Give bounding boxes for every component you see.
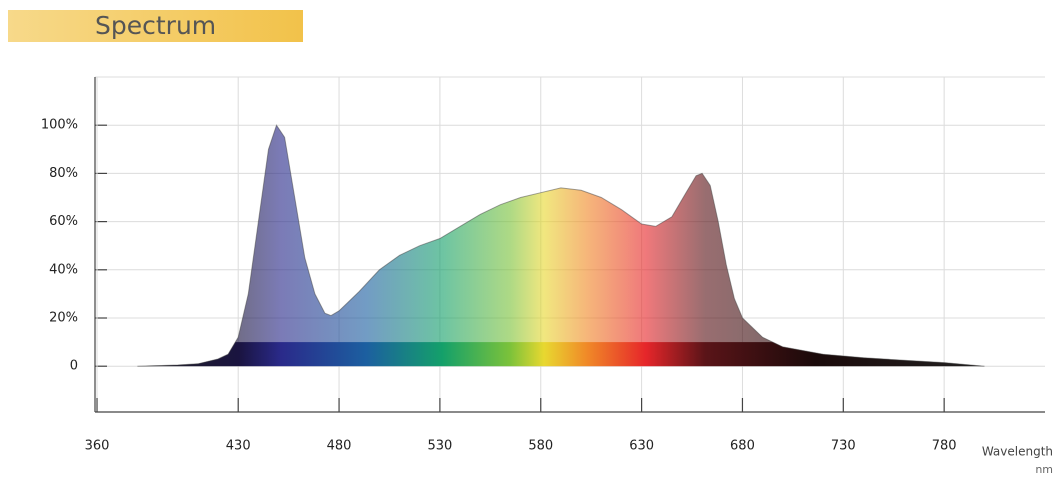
x-tick-label: 430	[226, 439, 251, 454]
y-tick-label: 80%	[49, 166, 78, 181]
x-axis-unit: nm	[1035, 463, 1053, 476]
y-tick-label: 40%	[49, 262, 78, 277]
y-tick-label: 60%	[49, 214, 78, 229]
x-tick-label: 360	[85, 439, 110, 454]
y-tick-label: 20%	[49, 311, 78, 326]
x-tick-label: 630	[629, 439, 654, 454]
chart: Spectrum Wavelength nm 0 20% 40% 60% 80% 100%…	[0, 0, 1058, 483]
x-tick-label: 680	[730, 439, 755, 454]
y-tick-label: 0	[70, 359, 78, 374]
x-tick-label: 530	[427, 439, 452, 454]
x-tick-label: 730	[831, 439, 856, 454]
spectrum-area	[137, 125, 984, 366]
y-tick-label: 100%	[41, 118, 78, 133]
x-tick-label: 780	[932, 439, 957, 454]
x-tick-label: 480	[327, 439, 352, 454]
chart-title: Spectrum	[95, 11, 216, 40]
x-axis-label: Wavelength	[982, 445, 1053, 459]
x-tick-label: 580	[528, 439, 553, 454]
spectrum-band	[95, 342, 1045, 366]
